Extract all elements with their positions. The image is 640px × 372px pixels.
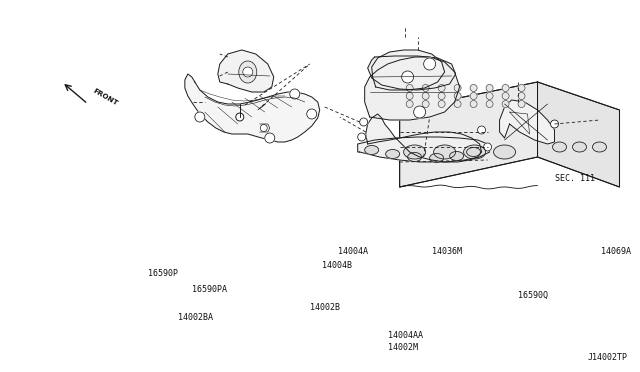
Circle shape [477,126,486,134]
Text: 14004A: 14004A [338,247,368,257]
Text: 16590P: 16590P [148,269,178,278]
Circle shape [424,58,436,70]
Text: FRONT: FRONT [92,88,119,107]
Circle shape [502,100,509,108]
Circle shape [486,93,493,99]
Polygon shape [365,114,481,162]
Polygon shape [365,57,460,120]
Circle shape [486,100,493,108]
Circle shape [422,84,429,92]
Circle shape [402,71,413,83]
Circle shape [422,93,429,99]
Ellipse shape [408,153,422,161]
Ellipse shape [467,148,481,157]
Circle shape [307,109,317,119]
Circle shape [484,143,492,151]
Polygon shape [368,56,456,90]
Polygon shape [185,74,320,142]
Circle shape [260,125,268,131]
Polygon shape [500,100,554,144]
Polygon shape [358,137,490,162]
Text: 14004B: 14004B [322,260,352,269]
Text: 16590PA: 16590PA [192,285,227,295]
Ellipse shape [593,142,607,152]
Circle shape [502,84,509,92]
Circle shape [406,84,413,92]
Circle shape [265,133,275,143]
Circle shape [550,120,559,128]
Ellipse shape [573,142,586,152]
Circle shape [454,84,461,92]
Text: 14002M: 14002M [388,343,418,353]
Polygon shape [399,82,620,187]
Text: 14069A: 14069A [602,247,632,257]
Circle shape [470,84,477,92]
Text: 16590Q: 16590Q [518,291,548,299]
Circle shape [438,93,445,99]
Polygon shape [218,50,274,92]
Circle shape [518,93,525,99]
Ellipse shape [552,142,566,152]
Circle shape [195,112,205,122]
Circle shape [518,100,525,108]
Ellipse shape [463,145,486,159]
Circle shape [438,84,445,92]
Circle shape [454,100,461,108]
Text: 14004AA: 14004AA [388,330,422,340]
Circle shape [290,89,300,99]
Ellipse shape [386,150,399,158]
Circle shape [358,133,365,141]
Circle shape [518,84,525,92]
Circle shape [422,100,429,108]
Circle shape [413,106,426,118]
Polygon shape [538,82,620,187]
Text: 14036M: 14036M [431,247,461,257]
Circle shape [406,93,413,99]
Circle shape [486,84,493,92]
Circle shape [243,67,253,77]
Text: 14002BA: 14002BA [178,314,213,323]
Circle shape [360,118,368,126]
Circle shape [438,100,445,108]
Ellipse shape [493,145,516,159]
Circle shape [406,100,413,108]
Ellipse shape [450,151,463,160]
Circle shape [454,93,461,99]
Circle shape [502,93,509,99]
Circle shape [470,93,477,99]
Polygon shape [399,82,538,187]
Circle shape [236,113,244,121]
Text: SEC. 111: SEC. 111 [554,173,595,183]
Text: 14002B: 14002B [310,304,340,312]
Ellipse shape [404,145,426,159]
Text: J14002TP: J14002TP [588,353,627,362]
Ellipse shape [365,145,379,154]
Polygon shape [372,50,445,90]
Ellipse shape [429,154,444,163]
Circle shape [470,100,477,108]
Ellipse shape [434,145,456,159]
Ellipse shape [239,61,257,83]
